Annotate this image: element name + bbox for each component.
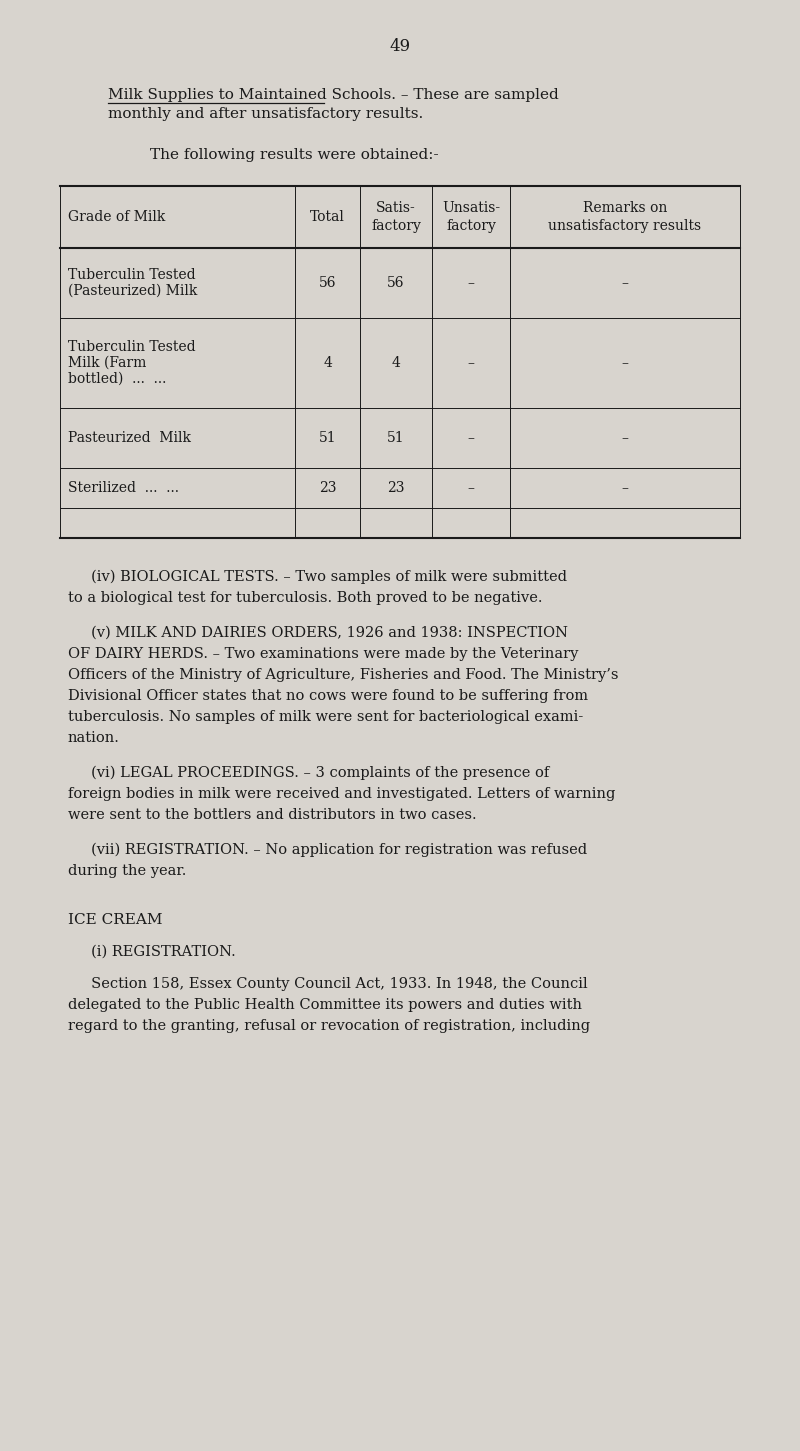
Text: –: – <box>467 276 474 290</box>
Text: (v) MILK AND DAIRIES ORDERS, 1926 and 1938: INSPECTION: (v) MILK AND DAIRIES ORDERS, 1926 and 19… <box>68 625 568 640</box>
Text: 56: 56 <box>318 276 336 290</box>
Text: (vii) REGISTRATION. – No application for registration was refused: (vii) REGISTRATION. – No application for… <box>68 843 587 858</box>
Text: –: – <box>622 431 629 445</box>
Text: Satis-
factory: Satis- factory <box>371 202 421 232</box>
Text: Total: Total <box>310 210 345 223</box>
Text: –: – <box>622 480 629 495</box>
Text: Divisional Officer states that no cows were found to be suffering from: Divisional Officer states that no cows w… <box>68 689 588 702</box>
Text: were sent to the bottlers and distributors in two cases.: were sent to the bottlers and distributo… <box>68 808 477 823</box>
Text: Officers of the Ministry of Agriculture, Fisheries and Food. The Ministry’s: Officers of the Ministry of Agriculture,… <box>68 667 618 682</box>
Text: 51: 51 <box>318 431 336 445</box>
Text: Sterilized  ...  ...: Sterilized ... ... <box>68 480 179 495</box>
Text: –: – <box>467 431 474 445</box>
Text: 56: 56 <box>387 276 405 290</box>
Text: during the year.: during the year. <box>68 863 186 878</box>
Text: delegated to the Public Health Committee its powers and duties with: delegated to the Public Health Committee… <box>68 998 582 1011</box>
Text: nation.: nation. <box>68 731 120 744</box>
Text: (Pasteurized) Milk: (Pasteurized) Milk <box>68 284 198 297</box>
Text: –: – <box>622 276 629 290</box>
Text: 4: 4 <box>323 355 332 370</box>
Text: (vi) LEGAL PROCEEDINGS. – 3 complaints of the presence of: (vi) LEGAL PROCEEDINGS. – 3 complaints o… <box>68 766 550 781</box>
Text: Section 158, Essex County Council Act, 1933. In 1948, the Council: Section 158, Essex County Council Act, 1… <box>68 977 588 991</box>
Text: (i) REGISTRATION.: (i) REGISTRATION. <box>68 945 236 959</box>
Text: to a biological test for tuberculosis. Both proved to be negative.: to a biological test for tuberculosis. B… <box>68 591 542 605</box>
Text: regard to the granting, refusal or revocation of registration, including: regard to the granting, refusal or revoc… <box>68 1019 590 1033</box>
Text: (iv) BIOLOGICAL TESTS. – Two samples of milk were submitted: (iv) BIOLOGICAL TESTS. – Two samples of … <box>68 570 567 585</box>
Text: 51: 51 <box>387 431 405 445</box>
Text: –: – <box>622 355 629 370</box>
Text: 49: 49 <box>390 38 410 55</box>
Text: tuberculosis. No samples of milk were sent for bacteriological exami-: tuberculosis. No samples of milk were se… <box>68 710 583 724</box>
Text: Milk Supplies to Maintained Schools. – These are sampled: Milk Supplies to Maintained Schools. – T… <box>108 89 558 102</box>
Text: ICE CREAM: ICE CREAM <box>68 913 162 927</box>
Text: Unsatis-
factory: Unsatis- factory <box>442 202 500 232</box>
Text: 23: 23 <box>318 480 336 495</box>
Text: Tuberculin Tested: Tuberculin Tested <box>68 268 196 281</box>
Text: 4: 4 <box>391 355 401 370</box>
Text: Milk (Farm: Milk (Farm <box>68 355 146 370</box>
Text: Pasteurized  Milk: Pasteurized Milk <box>68 431 191 445</box>
Text: –: – <box>467 355 474 370</box>
Text: –: – <box>467 480 474 495</box>
Text: Grade of Milk: Grade of Milk <box>68 210 166 223</box>
Text: OF DAIRY HERDS. – Two examinations were made by the Veterinary: OF DAIRY HERDS. – Two examinations were … <box>68 647 578 662</box>
Text: foreign bodies in milk were received and investigated. Letters of warning: foreign bodies in milk were received and… <box>68 786 615 801</box>
Text: Tuberculin Tested: Tuberculin Tested <box>68 340 196 354</box>
Text: bottled)  ...  ...: bottled) ... ... <box>68 371 166 386</box>
Text: monthly and after unsatisfactory results.: monthly and after unsatisfactory results… <box>108 107 423 120</box>
Text: The following results were obtained:-: The following results were obtained:- <box>150 148 438 163</box>
Text: 23: 23 <box>387 480 405 495</box>
Text: Remarks on
unsatisfactory results: Remarks on unsatisfactory results <box>549 202 702 232</box>
